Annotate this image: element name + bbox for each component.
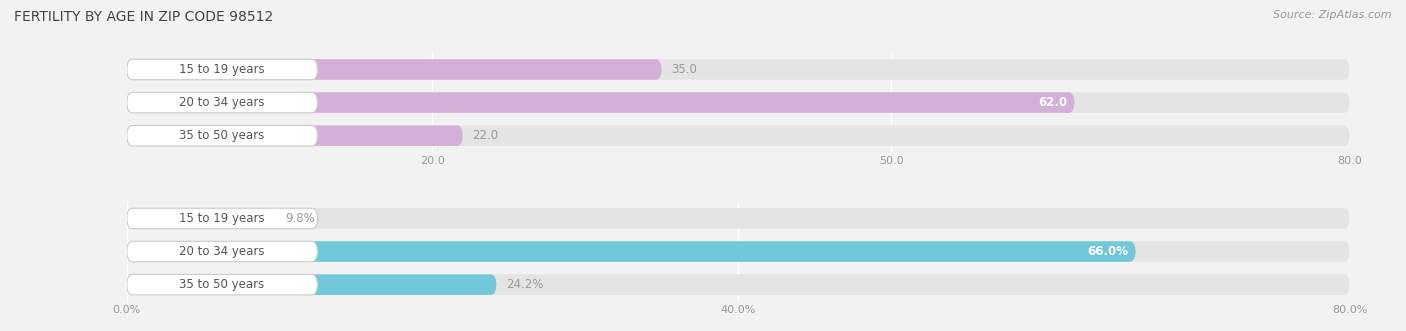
FancyBboxPatch shape	[127, 125, 1350, 146]
Text: 22.0: 22.0	[472, 129, 498, 142]
Text: Source: ZipAtlas.com: Source: ZipAtlas.com	[1274, 10, 1392, 20]
FancyBboxPatch shape	[127, 241, 1350, 262]
FancyBboxPatch shape	[127, 59, 318, 80]
Text: 15 to 19 years: 15 to 19 years	[180, 63, 264, 76]
FancyBboxPatch shape	[127, 208, 318, 229]
FancyBboxPatch shape	[127, 92, 318, 113]
Text: 20 to 34 years: 20 to 34 years	[180, 96, 264, 109]
Text: FERTILITY BY AGE IN ZIP CODE 98512: FERTILITY BY AGE IN ZIP CODE 98512	[14, 10, 273, 24]
FancyBboxPatch shape	[127, 208, 1350, 229]
FancyBboxPatch shape	[127, 274, 496, 295]
FancyBboxPatch shape	[127, 92, 1350, 113]
Text: 9.8%: 9.8%	[285, 212, 315, 225]
Text: 66.0%: 66.0%	[1087, 245, 1128, 258]
Text: 62.0: 62.0	[1038, 96, 1067, 109]
FancyBboxPatch shape	[127, 125, 463, 146]
Text: 24.2%: 24.2%	[506, 278, 543, 291]
FancyBboxPatch shape	[127, 59, 1350, 80]
Text: 20 to 34 years: 20 to 34 years	[180, 245, 264, 258]
Text: 15 to 19 years: 15 to 19 years	[180, 212, 264, 225]
FancyBboxPatch shape	[127, 59, 662, 80]
FancyBboxPatch shape	[127, 274, 318, 295]
FancyBboxPatch shape	[127, 125, 318, 146]
Text: 35 to 50 years: 35 to 50 years	[180, 278, 264, 291]
FancyBboxPatch shape	[127, 241, 1136, 262]
FancyBboxPatch shape	[127, 92, 1074, 113]
FancyBboxPatch shape	[127, 241, 318, 262]
FancyBboxPatch shape	[127, 274, 1350, 295]
FancyBboxPatch shape	[127, 208, 277, 229]
Text: 35 to 50 years: 35 to 50 years	[180, 129, 264, 142]
Text: 35.0: 35.0	[671, 63, 697, 76]
